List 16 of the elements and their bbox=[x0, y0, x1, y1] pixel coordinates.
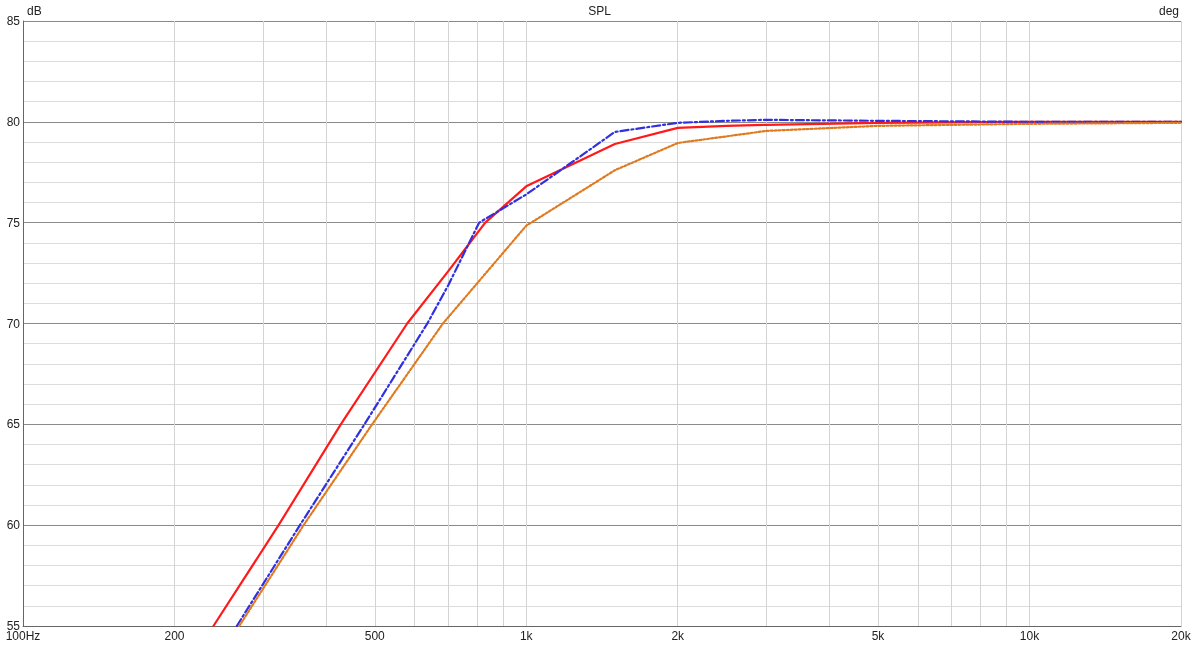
y-tick-label: 85 bbox=[6, 14, 21, 28]
x-tick-label: 200 bbox=[164, 629, 185, 643]
y-axis-title: dB bbox=[27, 4, 42, 18]
x-tick-label: 500 bbox=[364, 629, 386, 643]
y-tick-label: 80 bbox=[6, 114, 21, 129]
x-tick-label: 5k bbox=[871, 629, 886, 643]
y-tick-label: 60 bbox=[6, 518, 21, 533]
x-tick-label: 20k bbox=[1171, 629, 1192, 643]
y-tick-label: 70 bbox=[6, 316, 21, 331]
x-tick-label: 10k bbox=[1019, 629, 1041, 643]
chart-title: SPL bbox=[588, 4, 612, 18]
y-tick-label: 65 bbox=[6, 417, 21, 432]
y-tick-label: 75 bbox=[6, 215, 21, 230]
x-tick-label: 2k bbox=[671, 629, 686, 643]
y2-axis-title: deg bbox=[1158, 4, 1180, 18]
x-tick-label: 1k bbox=[519, 629, 534, 643]
